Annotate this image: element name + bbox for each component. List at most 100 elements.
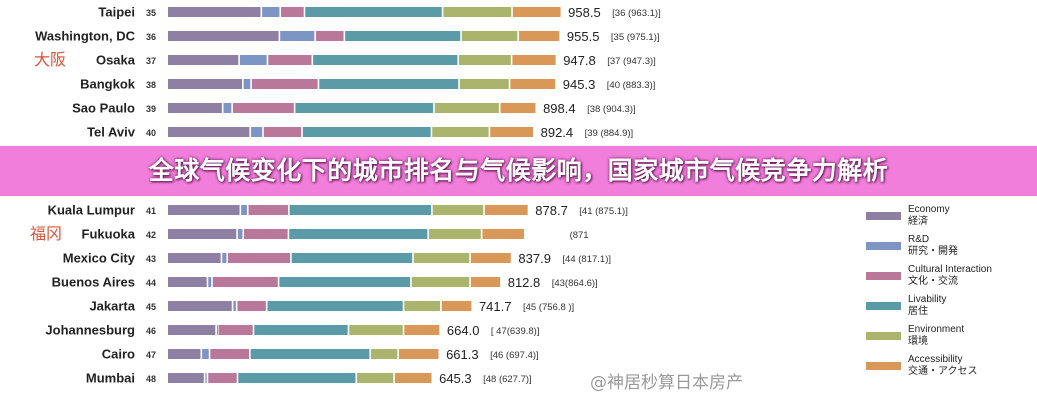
bar-segment-economy [168,301,232,311]
bar-segment-r-d [208,277,212,287]
bar-segment-r-d [202,349,209,359]
previous-rank-label: [38 (904.3)] [587,104,636,115]
legend-text: R&D 研究・開発 [908,234,958,258]
bar-segment-environment [443,7,512,17]
legend-swatch [866,302,901,310]
bar-segment-cultural-interaction [232,103,294,113]
legend-label-ja: 居住 [908,306,928,317]
bar-segment-r-d [205,373,207,383]
score-label: 947.8 [563,53,596,68]
bar-segment-r-d [243,79,251,89]
bar-segment-environment [357,373,394,383]
legend-swatch [866,362,901,370]
legend-swatch [866,212,901,220]
rank-label: 45 [146,302,156,312]
bar-segment-environment [461,31,518,41]
category-label: Tel Aviv [87,125,136,140]
bar-segment-r-d [241,205,247,215]
bar-segment-economy [168,325,216,335]
bar-segment-cultural-interaction [251,79,318,89]
previous-rank-label: [41 (875.1)] [579,206,628,217]
category-label: Cairo [102,347,135,362]
rank-label: 35 [146,8,156,18]
previous-rank-label: [43(864.6)] [552,278,598,289]
bar-segment-cultural-interaction [263,127,302,137]
bar-segment-accessibility [441,301,472,311]
bar-segment-cultural-interaction [237,301,266,311]
bar-segment-livability [295,103,434,113]
score-label: 945.3 [563,77,596,92]
score-label: 955.5 [567,29,600,44]
rank-label: 39 [146,104,156,114]
bar-segment-economy [168,79,243,89]
legend-text: Environment 環境 [908,324,964,348]
bar-segment-accessibility [404,325,440,335]
rank-label: 46 [146,326,156,336]
previous-rank-label: [37 (947.3)] [607,56,656,67]
bar-segment-cultural-interaction [208,373,237,383]
bar-segment-accessibility [482,229,524,239]
bar-segment-cultural-interaction [210,349,250,359]
legend-label-ja: 環境 [908,336,928,347]
category-label: Kuala Lumpur [48,203,135,218]
bar-segment-livability [319,79,459,89]
rank-label: 40 [146,128,156,138]
bar-segment-accessibility [490,127,534,137]
bar-segment-economy [168,205,240,215]
banner-title: 全球气候变化下的城市排名与气候影响，国家城市气候竞争力解析 [148,156,889,185]
bar-segment-environment [404,301,441,311]
legend-text: Economy 経済 [908,204,950,228]
bar-segment-cultural-interaction [268,55,312,65]
bar-segment-livability [302,127,431,137]
category-label: Washington, DC [35,29,136,44]
category-label: Osaka [96,53,136,68]
annotation-osaka: 大阪 [34,50,67,69]
previous-rank-label: [44 (817.1)] [562,254,611,265]
bar-segment-accessibility [394,373,432,383]
legend-label: Cultural Interaction [908,264,992,275]
score-label: 741.7 [479,299,512,314]
bar-segment-accessibility [500,103,536,113]
previous-rank-label: [36 (963.1)] [612,8,661,19]
bar-segment-livability [238,373,356,383]
bar-segment-accessibility [484,205,528,215]
category-label: Sao Paulo [72,101,135,116]
bar-segment-cultural-interaction [281,7,304,17]
rank-label: 38 [146,80,156,90]
bar-segment-environment [434,103,499,113]
legend-swatch [866,272,901,280]
score-label: 958.5 [568,5,601,20]
rank-label: 37 [146,56,156,66]
bar-segment-accessibility [512,55,556,65]
bar-segment-accessibility [470,253,511,263]
category-label: Johannesburg [45,323,135,338]
bar-segment-environment [459,79,509,89]
bar-segment-cultural-interaction [212,277,278,287]
bar-segment-livability [289,205,432,215]
rank-label: 41 [146,206,156,216]
bar-segment-r-d [239,55,267,65]
bar-segment-economy [168,277,207,287]
annotation-fukuoka: 福冈 [30,224,63,243]
bar-segment-livability [250,349,370,359]
previous-rank-label: [39 (884.9)] [585,128,634,139]
previous-rank-label: [46 (697.4)] [490,350,539,361]
bar-segment-economy [168,229,237,239]
rank-label: 43 [146,254,156,264]
bar-segment-r-d [216,325,218,335]
bar-segment-r-d [280,31,315,41]
previous-rank-label: (871 [570,230,589,241]
score-label: 878.7 [535,203,568,218]
bar-segment-accessibility [512,7,561,17]
bar-segment-accessibility [518,31,560,41]
bar-segment-cultural-interaction [244,229,288,239]
rank-label: 44 [146,278,156,288]
category-label: Jakarta [89,299,135,314]
bar-segment-livability [279,277,411,287]
bar-segment-economy [168,7,261,17]
score-label: 664.0 [447,323,480,338]
legend-label: Livability [908,294,947,305]
rank-label: 48 [146,374,156,384]
bar-segment-r-d [262,7,280,17]
bar-segment-livability [289,229,428,239]
